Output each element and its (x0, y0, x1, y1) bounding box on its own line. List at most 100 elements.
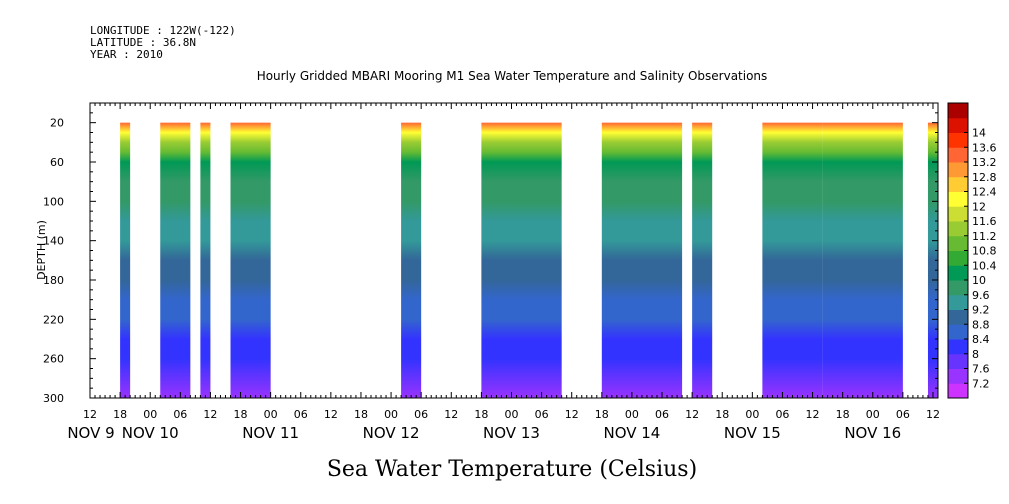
colorbar-swatch (948, 147, 968, 163)
data-segment (120, 122, 131, 399)
x-hour-label: 12 (203, 408, 217, 421)
colorbar-tick-label: 13.2 (972, 156, 997, 169)
x-hour-label: 00 (264, 408, 278, 421)
x-hour-label: 00 (745, 408, 759, 421)
data-segment (160, 122, 191, 399)
colorbar-swatch (948, 191, 968, 207)
colorbar-swatch (948, 117, 968, 133)
colorbar-swatch (948, 206, 968, 222)
x-hour-label: 18 (595, 408, 609, 421)
x-day-label: NOV 13 (483, 424, 540, 442)
colorbar-tick-label: 12.8 (972, 171, 997, 184)
data-segment (762, 122, 823, 399)
colorbar-swatch (948, 103, 968, 119)
x-hour-label: 06 (535, 408, 549, 421)
colorbar-tick-label: 10 (972, 274, 986, 287)
x-hour-label: 18 (715, 408, 729, 421)
colorbar-tick-label: 7.6 (972, 363, 990, 376)
chart-title: Hourly Gridded MBARI Mooring M1 Sea Wate… (257, 69, 768, 83)
colorbar-swatch (948, 324, 968, 340)
latitude-label: LATITUDE : 36.8N (90, 36, 196, 49)
x-day-label: NOV 10 (122, 424, 179, 442)
data-segment (927, 122, 938, 399)
data-segment (200, 122, 211, 399)
year-label: YEAR : 2010 (90, 48, 163, 61)
colorbar-swatch (948, 383, 968, 399)
colorbar-swatch (948, 368, 968, 384)
x-hour-label: 00 (504, 408, 518, 421)
colorbar-title: Sea Water Temperature (Celsius) (327, 457, 697, 482)
colorbar-swatch (948, 265, 968, 281)
x-day-label: NOV 14 (603, 424, 660, 442)
colorbar-tick-label: 8.4 (972, 333, 990, 346)
colorbar-tick-label: 10.8 (972, 245, 997, 258)
x-day-label: NOV 11 (242, 424, 299, 442)
x-hour-label: 06 (655, 408, 669, 421)
colorbar-tick-label: 9.2 (972, 304, 990, 317)
x-hour-label: 12 (685, 408, 699, 421)
x-hour-label: 06 (775, 408, 789, 421)
x-hour-label: 00 (143, 408, 157, 421)
y-tick-label: 220 (43, 313, 64, 326)
x-hour-label: 00 (384, 408, 398, 421)
plot-area: 12 18 00 06 12 18 00 06 12 18 00 06 12 18 00 06 12 18 00 06… (43, 103, 940, 442)
y-axis-label: DEPTH (m) (35, 220, 48, 280)
x-hour-label: 12 (926, 408, 940, 421)
x-day-label: NOV 15 (724, 424, 781, 442)
colorbar-swatch (948, 280, 968, 296)
colorbar-swatch (948, 309, 968, 325)
x-hour-label: 18 (354, 408, 368, 421)
y-tick-label: 60 (50, 156, 64, 169)
x-hour-label: 06 (896, 408, 910, 421)
colorbar-tick-label: 13.6 (972, 141, 997, 154)
data-segment (481, 122, 562, 399)
y-tick-label: 20 (50, 117, 64, 130)
data-segment (401, 122, 422, 399)
colorbar-swatch (948, 176, 968, 192)
colorbar-tick-label: 12.4 (972, 186, 997, 199)
x-hour-label: 06 (173, 408, 187, 421)
x-hour-label: 12 (83, 408, 97, 421)
x-hour-label: 18 (474, 408, 488, 421)
colorbar-tick-label: 11.2 (972, 230, 997, 243)
y-tick-label: 140 (43, 235, 64, 248)
x-hour-label: 00 (866, 408, 880, 421)
colorbar-swatch (948, 294, 968, 310)
x-hour-label: 18 (113, 408, 127, 421)
x-hour-label: 12 (444, 408, 458, 421)
x-day-label: NOV 12 (363, 424, 420, 442)
colorbar-tick-label: 11.6 (972, 215, 997, 228)
x-day-label: NOV 16 (844, 424, 901, 442)
data-segment (230, 122, 271, 399)
colorbar-swatch (948, 221, 968, 237)
data-segment (822, 122, 903, 399)
longitude-label: LONGITUDE : 122W(-122) (90, 24, 236, 37)
x-hour-label: 12 (324, 408, 338, 421)
data-segment (692, 122, 713, 399)
data-segment (601, 122, 683, 399)
x-day-label: NOV 9 (67, 424, 114, 442)
colorbar-tick-label: 7.2 (972, 377, 990, 390)
y-tick-label: 300 (43, 392, 64, 405)
x-hour-label: 12 (565, 408, 579, 421)
x-hour-label: 00 (625, 408, 639, 421)
x-hour-label: 18 (836, 408, 850, 421)
colorbar-swatch (948, 250, 968, 266)
colorbar-tick-label: 14 (972, 127, 986, 140)
plot-frame (89, 102, 939, 399)
colorbar-swatch (948, 162, 968, 178)
colorbar-tick-label: 12 (972, 200, 986, 213)
colorbar-tick-label: 9.6 (972, 289, 990, 302)
colorbar-tick-label: 8 (972, 348, 979, 361)
colorbar: 7.27.688.48.89.29.61010.410.811.211.6121… (947, 102, 997, 399)
y-tick-label: 100 (43, 195, 64, 208)
x-hour-label: 12 (806, 408, 820, 421)
colorbar-swatch (948, 132, 968, 148)
colorbar-tick-label: 10.4 (972, 259, 997, 272)
colorbar-swatch (948, 353, 968, 369)
y-tick-label: 180 (43, 274, 64, 287)
y-tick-label: 260 (43, 353, 64, 366)
colorbar-tick-label: 8.8 (972, 318, 990, 331)
x-hour-label: 06 (294, 408, 308, 421)
